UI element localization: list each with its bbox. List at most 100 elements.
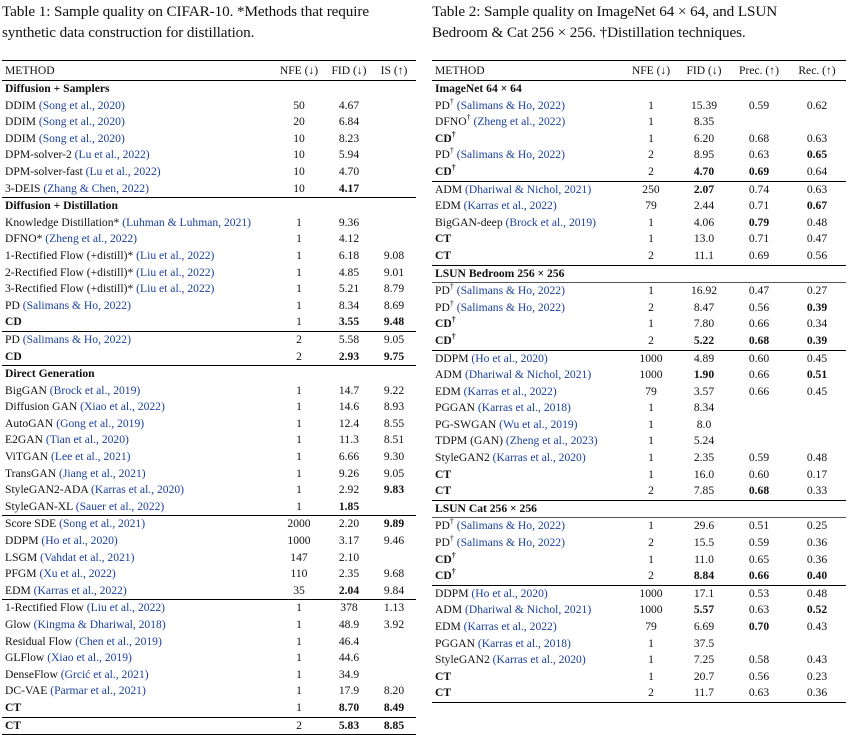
fid-cell: 44.6 bbox=[338, 651, 360, 665]
method-name: PD bbox=[435, 284, 450, 298]
fid-cell: 15.5 bbox=[693, 536, 715, 550]
nfe-cell: 1 bbox=[648, 653, 654, 667]
method-cell: Residual Flow (Chen et al., 2019) bbox=[2, 634, 272, 651]
table-row: CT 2 11.7 0.63 0.36 bbox=[432, 685, 846, 703]
nfe-cell: 50 bbox=[293, 98, 305, 112]
is-cell bbox=[372, 98, 416, 115]
citation-link: (Salimans & Ho, 2022) bbox=[456, 98, 565, 112]
method-name: EDM bbox=[435, 384, 461, 398]
method-cell: DDPM (Ho et al., 2020) bbox=[432, 349, 624, 368]
prec-cell: 0.71 bbox=[748, 199, 770, 213]
citation-link: (Liu et al., 2022) bbox=[136, 248, 215, 262]
citation-link: (Brock et al., 2019) bbox=[49, 383, 141, 397]
method-cell: CD† bbox=[432, 316, 624, 333]
method-name: CT bbox=[5, 718, 22, 732]
is-cell: 9.68 bbox=[383, 567, 405, 581]
nfe-cell: 1 bbox=[648, 451, 654, 465]
method-name: Glow bbox=[5, 618, 31, 631]
table1-caption-line2: synthetic data construction for distilla… bbox=[2, 24, 255, 41]
fid-cell: 16.92 bbox=[678, 282, 730, 300]
method-cell: 1-Rectified Flow (+distill)* (Liu et al.… bbox=[2, 248, 272, 265]
nfe-cell: 1 bbox=[624, 517, 678, 536]
is-cell: 9.30 bbox=[383, 450, 405, 464]
table-row: DDPM (Ho et al., 2020) 1000 3.17 9.46 bbox=[2, 533, 416, 550]
table-row: PGGAN (Karras et al., 2018) 1 37.5 bbox=[432, 636, 846, 653]
section-title: Diffusion + Distillation bbox=[2, 197, 416, 215]
citation-link: (Xiao et al., 2022) bbox=[80, 400, 165, 414]
fid-cell: 3.17 bbox=[338, 534, 360, 548]
table1-header-fid: FID (↓) bbox=[326, 60, 372, 81]
method-cell: StyleGAN2-ADA (Karras et al., 2020) bbox=[2, 482, 272, 499]
rec-cell: 0.45 bbox=[788, 349, 846, 368]
table-row: TransGAN (Jiang et al., 2021) 1 9.26 9.05 bbox=[2, 466, 416, 483]
nfe-cell: 2 bbox=[648, 300, 654, 314]
method-cell: CT bbox=[432, 685, 624, 703]
method-cell: DDIM (Song et al., 2020) bbox=[2, 98, 272, 115]
prec-cell bbox=[730, 417, 788, 434]
method-name: 3-Rectified Flow (+distill)* bbox=[5, 282, 134, 296]
section-title: Direct Generation bbox=[2, 365, 416, 383]
fid-cell: 8.95 bbox=[693, 148, 715, 162]
method-name: DFNO* bbox=[5, 232, 43, 246]
is-cell bbox=[372, 499, 416, 516]
table1-block: Table 1: Sample quality on CIFAR-10. *Me… bbox=[2, 0, 416, 735]
method-name: EDM bbox=[435, 620, 461, 633]
rec-cell bbox=[788, 433, 846, 450]
nfe-cell: 1 bbox=[648, 115, 654, 129]
citation-link: (Zheng et al., 2023) bbox=[505, 434, 598, 448]
citation-link: (Karras et al., 2018) bbox=[477, 401, 571, 415]
method-name: CT bbox=[435, 484, 452, 498]
fid-cell: 11.0 bbox=[694, 552, 714, 566]
is-cell: 9.46 bbox=[383, 534, 405, 548]
table-row: PD (Salimans & Ho, 2022) 1 8.34 8.69 bbox=[2, 298, 416, 315]
rec-cell: 0.23 bbox=[806, 669, 828, 683]
fid-cell: 8.35 bbox=[693, 115, 715, 129]
dagger-mark: † bbox=[449, 299, 454, 308]
prec-cell: 0.56 bbox=[748, 300, 770, 314]
table-row: DFNO† (Zheng et al., 2022) 1 8.35 bbox=[432, 114, 846, 131]
method-name: DDPM bbox=[5, 534, 39, 548]
citation-link: (Karras et al., 2022) bbox=[463, 620, 557, 633]
prec-cell: 0.60 bbox=[748, 467, 770, 481]
fid-cell: 4.17 bbox=[338, 181, 360, 195]
nfe-cell: 2 bbox=[648, 164, 654, 178]
fid-cell: 8.34 bbox=[693, 401, 715, 415]
method-name: BigGAN bbox=[5, 383, 47, 397]
method-cell: GLFlow (Xiao et al., 2019) bbox=[2, 650, 272, 667]
method-name: Diffusion GAN bbox=[5, 400, 78, 414]
table-row: DPM-solver-fast (Lu et al., 2022) 10 4.70 bbox=[2, 164, 416, 181]
prec-cell: 0.56 bbox=[748, 669, 770, 683]
method-cell: CT bbox=[432, 483, 624, 500]
nfe-cell: 110 bbox=[290, 567, 308, 581]
prec-cell: 0.53 bbox=[730, 584, 788, 603]
method-cell: PD (Salimans & Ho, 2022) bbox=[2, 298, 272, 315]
dagger-mark: † bbox=[449, 535, 454, 544]
fid-cell: 2.92 bbox=[338, 483, 360, 497]
nfe-cell: 2 bbox=[648, 148, 654, 162]
rec-cell: 0.48 bbox=[806, 215, 828, 229]
table-row: GLFlow (Xiao et al., 2019) 1 44.6 bbox=[2, 650, 416, 667]
table-row: DDPM (Ho et al., 2020) 1000 17.1 0.53 0.48 bbox=[432, 584, 846, 603]
method-cell: CD bbox=[2, 314, 272, 331]
method-cell: ADM (Dhariwal & Nichol, 2021) bbox=[432, 367, 624, 384]
is-cell bbox=[372, 114, 416, 131]
table-row: DPM-solver-2 (Lu et al., 2022) 10 5.94 bbox=[2, 147, 416, 164]
citation-link: (Xu et al., 2022) bbox=[39, 567, 116, 581]
fid-cell: 8.84 bbox=[693, 569, 715, 583]
table-row: CT 2 7.85 0.68 0.33 bbox=[432, 483, 846, 500]
table2-header-rec: Rec. (↑) bbox=[788, 60, 846, 81]
method-cell: 2-Rectified Flow (+distill)* (Liu et al.… bbox=[2, 265, 272, 282]
nfe-cell: 1 bbox=[296, 684, 302, 698]
method-cell: PD† (Salimans & Ho, 2022) bbox=[432, 147, 624, 164]
is-cell: 9.48 bbox=[383, 315, 405, 329]
fid-cell: 46.4 bbox=[338, 634, 360, 648]
citation-link: (Parmar et al., 2021) bbox=[50, 684, 146, 698]
method-name: 1-Rectified Flow bbox=[5, 601, 84, 615]
citation-link: (Song et al., 2020) bbox=[38, 115, 125, 129]
method-cell: PD† (Salimans & Ho, 2022) bbox=[432, 300, 624, 317]
method-name: PD bbox=[5, 298, 20, 312]
is-cell: 8.49 bbox=[383, 700, 405, 714]
is-cell bbox=[372, 550, 416, 567]
method-cell: EDM (Karras et al., 2022) bbox=[2, 583, 272, 600]
fid-cell: 4.06 bbox=[693, 215, 715, 229]
